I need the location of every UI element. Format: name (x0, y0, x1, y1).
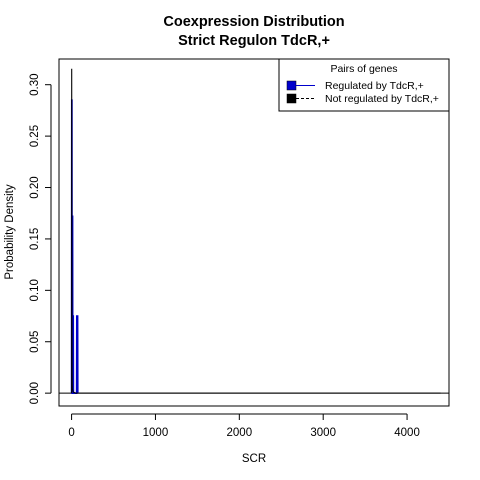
y-tick-label: 0.05 (29, 331, 41, 353)
y-tick-label: 0.30 (29, 74, 41, 96)
x-tick-label: 1000 (143, 427, 169, 439)
legend-swatch-regulated (286, 80, 297, 91)
plot-frame (58, 58, 450, 407)
y-tick-label: 0.10 (29, 279, 41, 301)
series-layer (70, 68, 441, 394)
legend: Pairs of genes Regulated by TdcR,+ Not r… (278, 58, 450, 112)
y-axis-label: Probability Density (4, 184, 16, 279)
legend-label-regulated: Regulated by TdcR,+ (325, 80, 424, 92)
x-tick-label: 4000 (394, 427, 420, 439)
legend-label-not-regulated: Not regulated by TdcR,+ (325, 93, 439, 105)
y-axis: 0.00 0.05 0.10 0.15 0.20 0.25 0.30 (29, 74, 52, 404)
y-tick-label: 0.20 (29, 176, 41, 198)
series-line-regulated (70, 99, 79, 394)
chart-subtitle: Strict Regulon TdcR,+ (178, 33, 330, 49)
legend-swatch-not-regulated (286, 93, 297, 104)
x-tick-label: 0 (68, 427, 74, 439)
x-axis-label: SCR (242, 453, 266, 465)
x-tick-label: 3000 (310, 427, 336, 439)
x-tick-label: 2000 (227, 427, 253, 439)
y-tick-label: 0.00 (29, 382, 41, 404)
y-tick-label: 0.15 (29, 228, 41, 250)
legend-entry-regulated: Regulated by TdcR,+ (286, 80, 424, 92)
chart-title: Coexpression Distribution (163, 14, 344, 30)
series-line-not-regulated (71, 68, 441, 394)
x-axis: 0 1000 2000 3000 4000 (68, 413, 420, 439)
legend-entry-not-regulated: Not regulated by TdcR,+ (286, 93, 439, 105)
legend-title: Pairs of genes (330, 63, 397, 75)
y-tick-label: 0.25 (29, 125, 41, 147)
